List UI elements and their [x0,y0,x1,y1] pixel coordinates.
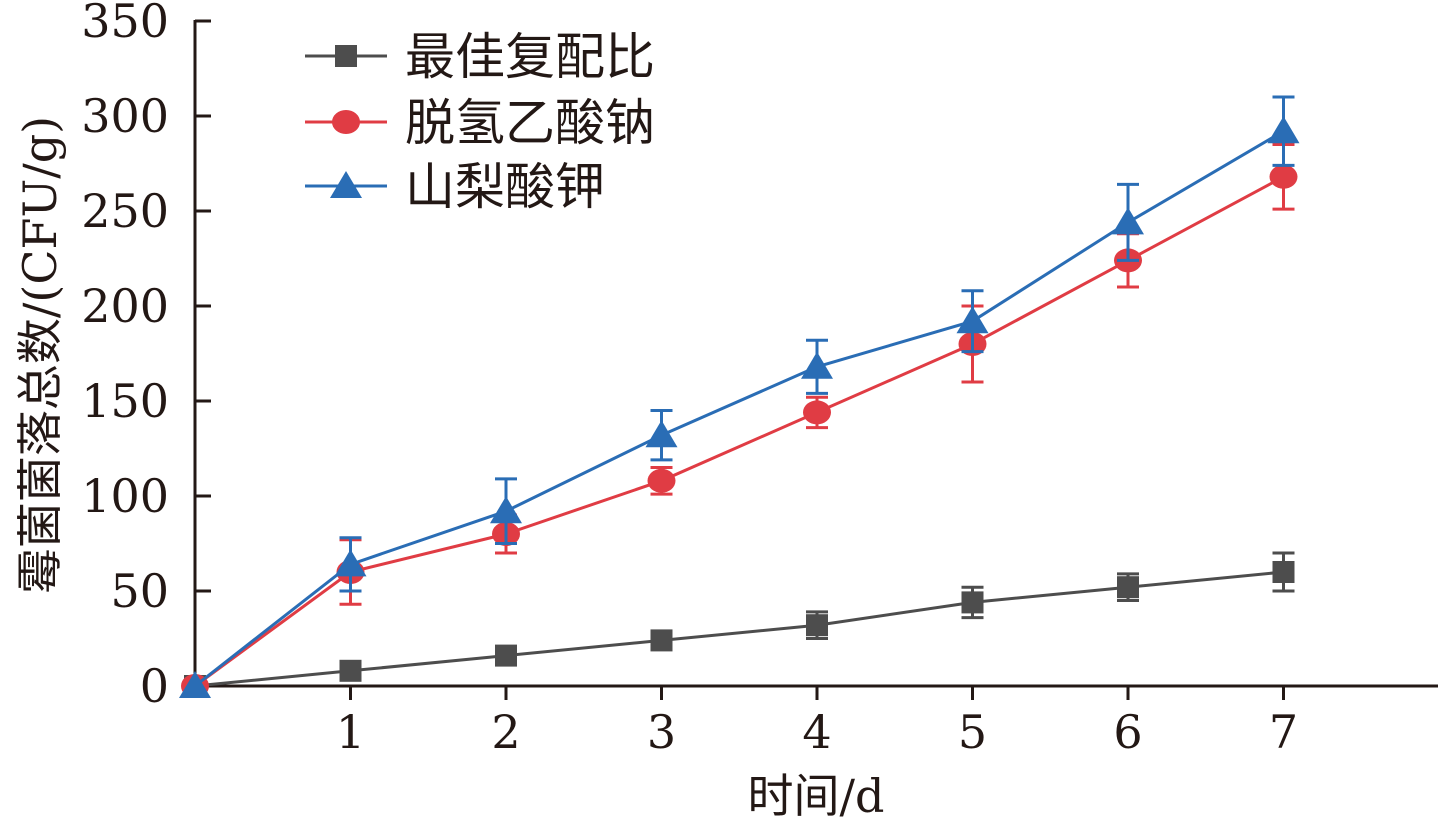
y-tick-label: 100 [81,469,169,523]
markers-1 [181,164,1298,698]
series-2 [179,95,1300,698]
x-axis-title: 时间/d [748,769,885,822]
legend-item: 脱氢乙酸钠 [305,94,655,152]
x-axis-ticks: 1 2 3 4 5 6 7 [336,686,1298,759]
x-tick-label: 4 [802,705,831,759]
x-tick-label: 3 [647,705,676,759]
data-point [801,351,833,379]
legend-swatch-marker [335,45,357,67]
y-tick-label: 50 [110,564,169,618]
series-line [194,129,1285,688]
data-point [956,306,989,334]
series-line [194,570,1284,688]
data-point [339,659,362,682]
data-point [650,629,673,652]
markers-2 [179,116,1300,698]
y-tick-label: 350 [81,0,169,48]
y-axis-ticks: 0 50 100 150 200 250 300 350 [81,0,211,713]
data-point [1117,576,1139,599]
x-tick-label: 7 [1269,705,1298,759]
x-tick-label: 2 [491,705,520,759]
data-point [645,420,678,448]
x-tick-label: 5 [958,705,987,759]
series-line [194,175,1285,688]
data-point [961,591,984,614]
legend-swatch-marker [332,110,360,134]
data-point [179,671,211,698]
y-tick-label: 150 [81,374,169,428]
data-point [806,614,828,637]
y-tick-label: 200 [81,279,169,333]
data-point [495,644,517,667]
legend-label: 最佳复配比 [405,28,655,86]
data-point [334,549,367,577]
data-point [1272,561,1295,583]
data-point [803,400,831,425]
legend-label: 脱氢乙酸钠 [405,94,655,152]
data-point [490,496,522,524]
x-tick-label: 6 [1113,705,1142,759]
series-layer [179,95,1300,698]
y-tick-label: 250 [81,184,169,238]
legend-swatch-marker [330,171,362,198]
y-axis-title: 霉菌菌落总数/(CFU/g) [13,116,67,594]
legend-item: 最佳复配比 [305,28,655,86]
data-point [1267,116,1300,144]
y-tick-label: 0 [140,659,169,713]
y-tick-label: 300 [81,89,169,143]
legend-item: 山梨酸钾 [305,158,605,216]
data-point [1269,164,1298,189]
legend-label: 山梨酸钾 [405,158,605,216]
data-point [647,468,676,493]
data-point [1112,207,1144,235]
x-tick-label: 1 [336,705,365,759]
